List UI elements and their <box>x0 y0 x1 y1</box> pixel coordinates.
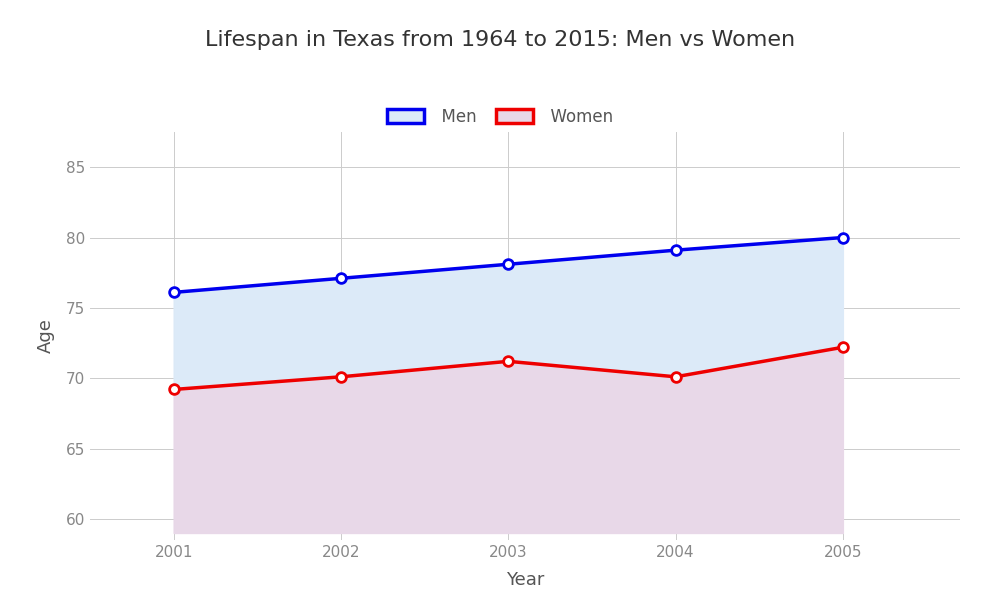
Text: Lifespan in Texas from 1964 to 2015: Men vs Women: Lifespan in Texas from 1964 to 2015: Men… <box>205 30 795 50</box>
Y-axis label: Age: Age <box>37 319 55 353</box>
X-axis label: Year: Year <box>506 571 544 589</box>
Legend:   Men,   Women: Men, Women <box>381 101 619 133</box>
